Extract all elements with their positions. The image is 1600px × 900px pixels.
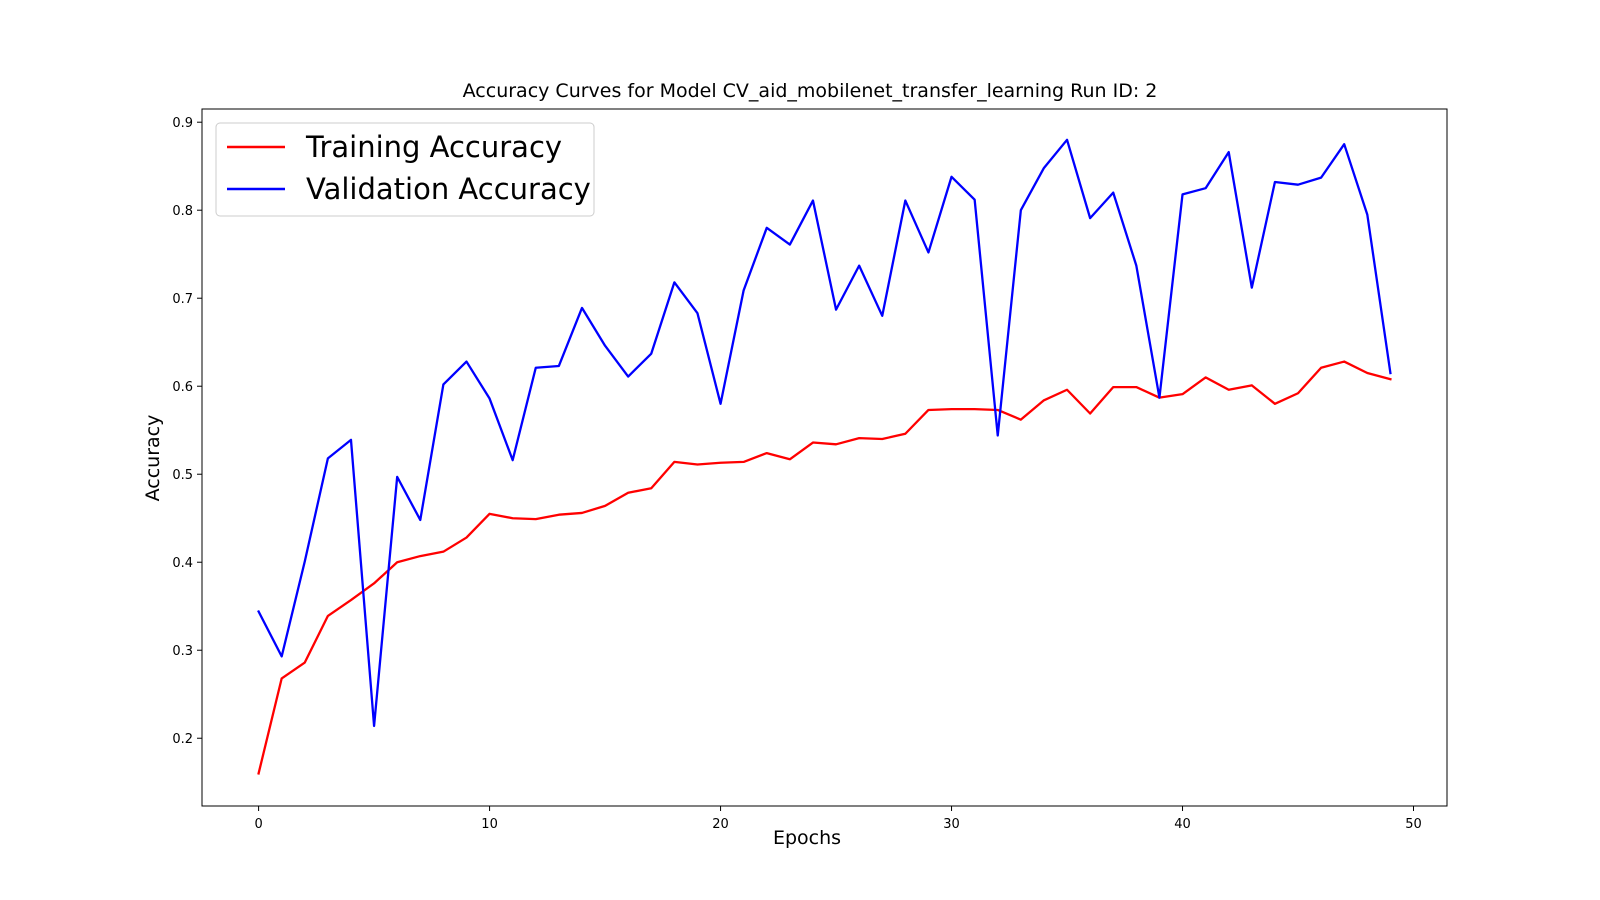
y-tick-label: 0.8 — [172, 204, 193, 219]
y-tick-label: 0.2 — [172, 732, 193, 747]
series-line-validation-accuracy — [257, 138, 1392, 728]
legend-label: Training Accuracy — [305, 130, 562, 164]
legend: Training Accuracy Validation Accuracy — [215, 122, 595, 217]
y-tick-label: 0.4 — [172, 556, 193, 571]
plot-frame — [201, 108, 1448, 807]
legend-box — [215, 122, 595, 217]
x-tick-label: 50 — [1405, 817, 1422, 832]
x-tick-label: 10 — [481, 817, 498, 832]
x-axis-title: Epochs — [773, 827, 841, 849]
series-line-training-accuracy — [257, 360, 1392, 775]
plot-area: 0 10 20 30 40 50 0.2 0.3 0.4 0.5 0.6 0.7 0.8 0.9 — [172, 108, 1448, 832]
x-tick-label: 40 — [1174, 817, 1191, 832]
legend-label: Validation Accuracy — [306, 172, 591, 206]
chart-title: Accuracy Curves for Model CV_aid_mobilen… — [463, 80, 1158, 102]
x-tick-label: 20 — [712, 817, 729, 832]
y-axis-title: Accuracy — [142, 415, 164, 502]
y-tick-label: 0.3 — [172, 644, 193, 659]
y-tick-label: 0.6 — [172, 380, 193, 395]
x-tick-label: 30 — [943, 817, 960, 832]
y-tick-label: 0.9 — [172, 116, 193, 131]
y-tick-label: 0.7 — [172, 292, 193, 307]
x-tick-label: 0 — [254, 817, 262, 832]
y-tick-label: 0.5 — [172, 468, 193, 483]
